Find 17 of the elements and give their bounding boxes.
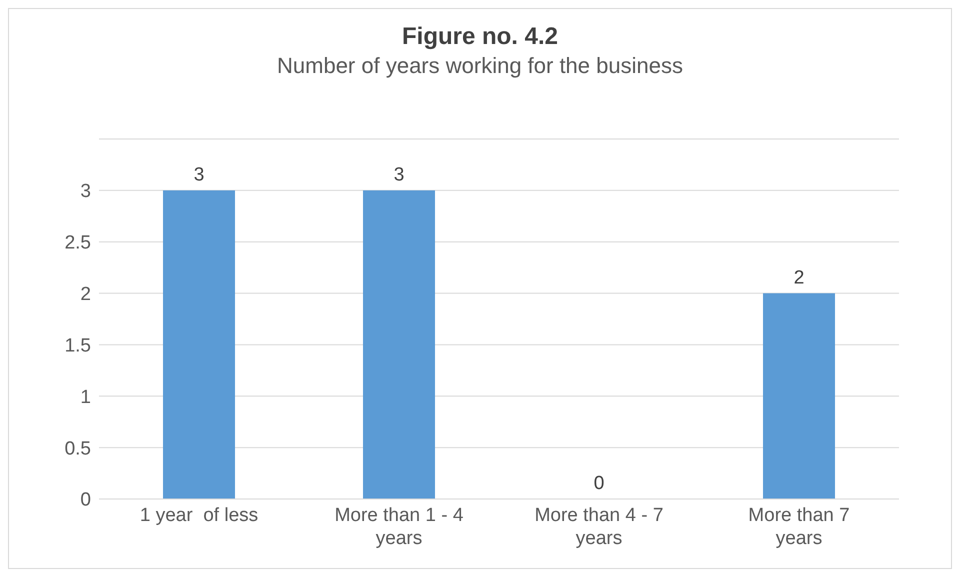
y-tick-label: 2.5 xyxy=(64,232,91,254)
chart-title: Figure no. 4.2 xyxy=(400,23,560,51)
y-tick-label: 0 xyxy=(80,490,91,511)
x-tick-label: 1 year of less xyxy=(140,505,258,526)
y-tick-label: 2 xyxy=(80,284,91,306)
y-tick-label: 1 xyxy=(80,386,91,408)
y-tick-label: 1.5 xyxy=(64,335,91,356)
x-tick-label: More than 1 - 4 years xyxy=(334,505,464,549)
data-label: 3 xyxy=(394,164,404,186)
x-tick-label: More than 4 - 7 years xyxy=(534,505,664,549)
data-label: 3 xyxy=(194,164,204,186)
data-label: 0 xyxy=(594,473,604,494)
data-label: 2 xyxy=(794,267,804,288)
chart-subtitle: Number of years working for the business xyxy=(276,53,684,79)
y-tick-label: 3 xyxy=(80,181,91,202)
x-tick-label: More than 7 years xyxy=(748,505,850,549)
y-tick-label: 0.5 xyxy=(64,438,91,460)
